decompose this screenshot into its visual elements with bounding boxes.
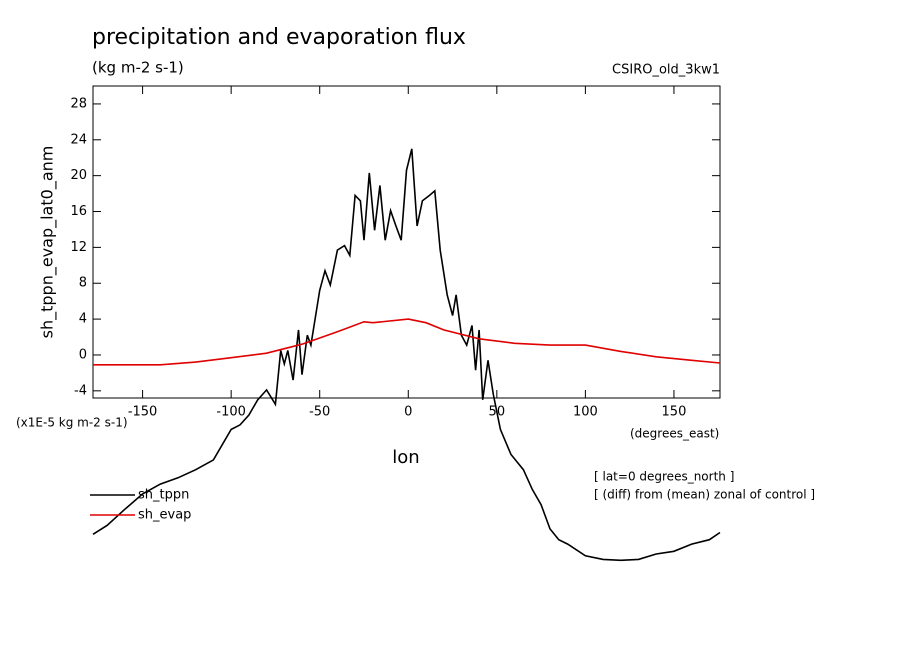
chart-subtitle: (kg m-2 s-1) <box>92 59 184 77</box>
y-tick-label: 20 <box>70 168 87 183</box>
annotation: [ (diff) from (mean) zonal of control ] <box>594 488 815 502</box>
y-tick-label: -4 <box>74 383 87 398</box>
x-axis-label: lon <box>392 447 419 468</box>
x-tick-label: -100 <box>216 405 246 420</box>
x-tick-label: -150 <box>128 405 158 420</box>
x-tick-label: 100 <box>573 405 598 420</box>
series-line <box>93 318 721 366</box>
y-tick-label: 12 <box>70 240 87 255</box>
y-units: (x1E-5 kg m-2 s-1) <box>16 416 128 430</box>
annotation: [ lat=0 degrees_north ] <box>594 470 734 484</box>
x-tick-label: 150 <box>662 405 687 420</box>
y-tick-label: 4 <box>79 312 87 327</box>
legend-label: sh_evap <box>138 508 191 523</box>
plot-frame <box>92 85 721 399</box>
legend-label: sh_tppn <box>138 488 189 503</box>
x-tick-label: 0 <box>404 405 412 420</box>
dataset-label: CSIRO_old_3kw1 <box>612 63 720 78</box>
chart-title: precipitation and evaporation flux <box>92 25 466 50</box>
x-units: (degrees_east) <box>630 427 719 441</box>
x-tick-label: -50 <box>309 405 330 420</box>
y-tick-label: 24 <box>70 132 87 147</box>
series-line <box>92 148 721 562</box>
y-tick-label: 8 <box>79 276 87 291</box>
y-tick-label: 28 <box>70 96 87 111</box>
y-tick-label: 16 <box>70 204 87 219</box>
y-tick-label: 0 <box>79 347 87 362</box>
y-axis-label: sh_tppn_evap_lat0_anm <box>38 146 58 339</box>
